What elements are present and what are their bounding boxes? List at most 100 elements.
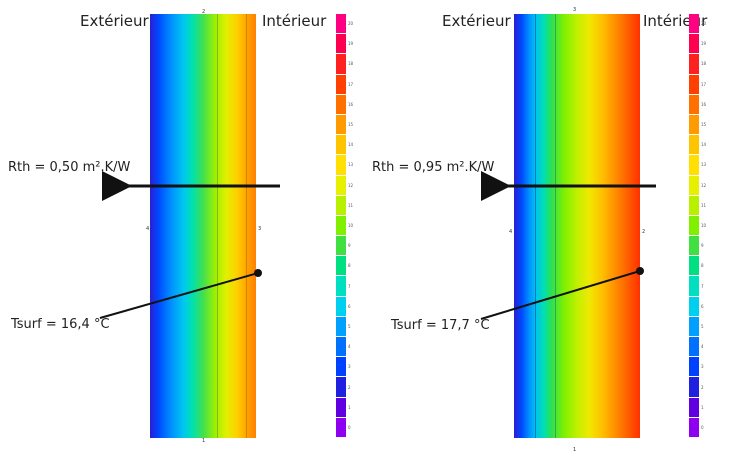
scale-tick-label: 12 bbox=[701, 182, 707, 188]
scale-color-cell bbox=[336, 256, 346, 276]
scale-color-cell bbox=[689, 195, 699, 215]
wall-layer-line bbox=[555, 14, 556, 438]
scale-color-cell bbox=[336, 175, 346, 195]
scale-color-cell bbox=[689, 215, 699, 236]
scale-tick-label: 7 bbox=[348, 283, 351, 289]
scale-color-cell bbox=[336, 417, 346, 437]
node-label-left: 4 bbox=[509, 229, 513, 235]
scale-color-cell bbox=[336, 215, 346, 236]
node-label-top: 3 bbox=[573, 7, 577, 13]
scale-tick-label: 5 bbox=[701, 323, 704, 329]
scale-color-cell bbox=[689, 155, 699, 175]
scale-tick-label: 8 bbox=[348, 263, 351, 269]
node-label-top: 2 bbox=[202, 9, 206, 15]
wall-layer-line bbox=[246, 14, 247, 438]
color-scale-legend: 20 19 18 17 16 15 14 13 12 11 10 9 8 7 6 5 4 3 2 1 0 bbox=[689, 14, 706, 438]
rth-label: Rth = 0,50 m².K/W bbox=[8, 160, 131, 175]
scale-tick-label: 4 bbox=[701, 344, 704, 350]
tsurf-point bbox=[636, 267, 644, 275]
scale-tick-label: 14 bbox=[701, 142, 707, 148]
tsurf-label: Tsurf = 17,7 °C bbox=[391, 318, 490, 333]
scale-color-cell bbox=[689, 135, 699, 155]
scale-tick-label: 17 bbox=[348, 81, 354, 87]
scale-tick-label: 8 bbox=[701, 263, 704, 269]
scale-tick-label: 17 bbox=[701, 81, 707, 87]
scale-tick-label: 19 bbox=[701, 41, 707, 47]
scale-color-cell bbox=[689, 114, 699, 135]
wall-layer-line bbox=[535, 14, 536, 438]
scale-color-cell bbox=[689, 276, 699, 296]
scale-tick-label: 5 bbox=[348, 323, 351, 329]
scale-tick-label: 6 bbox=[701, 303, 704, 309]
node-label-left: 4 bbox=[146, 226, 150, 232]
scale-color-cell bbox=[689, 316, 699, 337]
scale-tick-label: 11 bbox=[701, 202, 707, 208]
tsurf-leader-line bbox=[480, 270, 641, 320]
tsurf-leader-line bbox=[99, 272, 259, 319]
scale-tick-label: 6 bbox=[348, 303, 351, 309]
color-scale-legend: 20 19 18 17 16 15 14 13 12 11 10 9 8 7 6 5 4 3 2 1 0 bbox=[336, 14, 353, 438]
scale-color-cell bbox=[689, 357, 699, 377]
scale-color-cell bbox=[689, 175, 699, 195]
scale-tick-label: 13 bbox=[348, 162, 354, 168]
scale-color-cell bbox=[689, 74, 699, 94]
scale-color-cell bbox=[336, 195, 346, 215]
scale-tick-label: 20 bbox=[348, 21, 354, 27]
scale-tick-label: 4 bbox=[348, 344, 351, 350]
scale-color-cell bbox=[336, 236, 346, 256]
wall-layer-line bbox=[217, 14, 218, 438]
node-label-right: 3 bbox=[258, 226, 262, 232]
scale-color-cell bbox=[689, 337, 699, 357]
scale-tick-label: 20 bbox=[701, 21, 707, 27]
scale-tick-label: 16 bbox=[701, 101, 707, 107]
scale-tick-label: 1 bbox=[701, 404, 704, 410]
scale-tick-label: 13 bbox=[701, 162, 707, 168]
scale-color-cell bbox=[336, 135, 346, 155]
scale-color-cell bbox=[689, 236, 699, 256]
scale-color-cell bbox=[336, 34, 346, 54]
scale-tick-label: 19 bbox=[348, 41, 354, 47]
scale-tick-label: 9 bbox=[348, 243, 351, 249]
scale-color-cell bbox=[336, 14, 346, 34]
exterior-label: Extérieur bbox=[80, 12, 149, 30]
scale-color-cell bbox=[336, 114, 346, 135]
scale-color-cell bbox=[336, 296, 346, 316]
scale-color-cell bbox=[336, 276, 346, 296]
scale-tick-label: 16 bbox=[348, 101, 354, 107]
rth-label: Rth = 0,95 m².K/W bbox=[372, 160, 495, 175]
scale-tick-label: 2 bbox=[348, 384, 351, 390]
scale-tick-label: 7 bbox=[701, 283, 704, 289]
scale-tick-label: 12 bbox=[348, 182, 354, 188]
scale-color-cell bbox=[336, 337, 346, 357]
scale-color-cell bbox=[336, 316, 346, 337]
node-label-bottom: 1 bbox=[202, 438, 206, 444]
interior-label: Intérieur bbox=[262, 12, 327, 30]
scale-tick-label: 3 bbox=[701, 364, 704, 370]
scale-tick-label: 3 bbox=[348, 364, 351, 370]
scale-tick-label: 10 bbox=[701, 223, 707, 228]
tsurf-point bbox=[254, 269, 262, 277]
scale-color-cell bbox=[336, 74, 346, 94]
scale-color-cell bbox=[689, 14, 699, 34]
scale-color-cell bbox=[689, 377, 699, 397]
exterior-label: Extérieur bbox=[442, 12, 511, 30]
scale-tick-label: 10 bbox=[348, 223, 354, 228]
scale-color-cell bbox=[336, 54, 346, 74]
scale-tick-label: 0 bbox=[701, 424, 704, 430]
scale-tick-label: 15 bbox=[701, 122, 707, 128]
scale-tick-label: 15 bbox=[348, 122, 354, 128]
scale-color-cell bbox=[689, 54, 699, 74]
scale-tick-label: 18 bbox=[348, 61, 354, 67]
scale-color-cell bbox=[689, 94, 699, 114]
scale-color-cell bbox=[336, 397, 346, 417]
wall-thermal-gradient-left bbox=[150, 14, 256, 438]
scale-color-cell bbox=[336, 357, 346, 377]
scale-tick-label: 1 bbox=[348, 404, 351, 410]
scale-color-cell bbox=[689, 34, 699, 54]
scale-color-cell bbox=[689, 397, 699, 417]
scale-tick-label: 0 bbox=[348, 424, 351, 430]
scale-color-cell bbox=[689, 417, 699, 437]
